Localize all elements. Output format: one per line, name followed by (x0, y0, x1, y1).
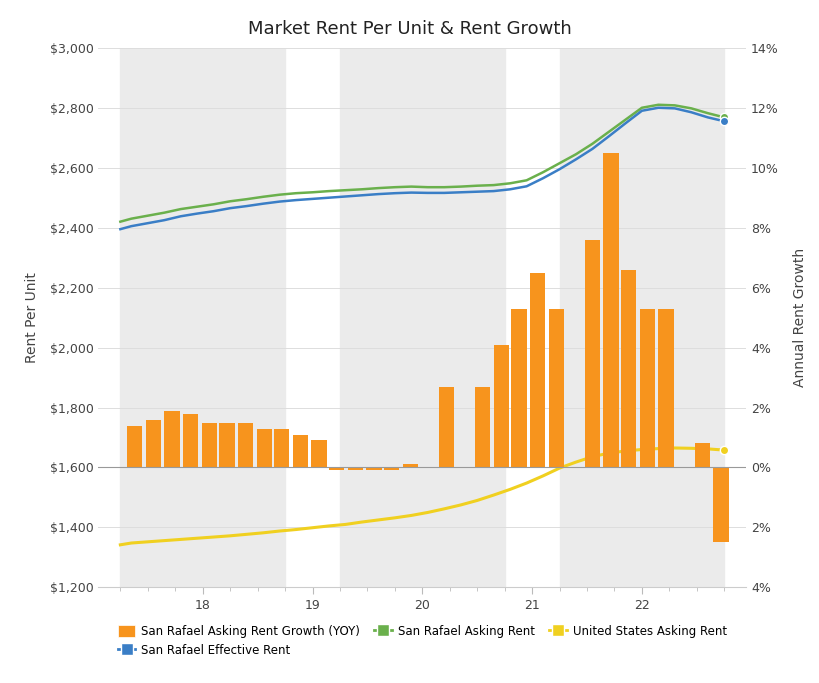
Bar (474, 387, 490, 467)
Bar (694, 443, 709, 467)
Bar (603, 153, 618, 467)
Bar (366, 467, 381, 471)
Bar (256, 428, 272, 467)
Bar (328, 467, 344, 471)
Bar (510, 309, 526, 467)
Bar (183, 413, 198, 467)
Bar (383, 467, 399, 471)
Y-axis label: Annual Rent Growth: Annual Rent Growth (792, 248, 806, 387)
Bar (402, 464, 418, 467)
Bar (347, 467, 363, 471)
Bar (438, 387, 454, 467)
Bar (658, 309, 673, 467)
Bar (146, 419, 161, 467)
Bar (559, 48, 723, 587)
Bar (238, 423, 253, 467)
Bar (639, 309, 654, 467)
Bar (311, 441, 327, 467)
Bar (493, 344, 509, 467)
Bar (274, 428, 289, 467)
Bar (219, 423, 234, 467)
Bar (584, 240, 600, 467)
Bar (292, 434, 308, 467)
Text: Market Rent Per Unit & Rent Growth: Market Rent Per Unit & Rent Growth (248, 20, 571, 38)
Bar (620, 270, 636, 467)
Bar (120, 48, 285, 587)
Bar (127, 426, 143, 467)
Bar (713, 467, 728, 542)
Bar (548, 309, 563, 467)
Bar (201, 423, 217, 467)
Bar (340, 48, 504, 587)
Y-axis label: Rent Per Unit: Rent Per Unit (25, 272, 38, 363)
Legend: San Rafael Asking Rent Growth (YOY), San Rafael Effective Rent, San Rafael Askin: San Rafael Asking Rent Growth (YOY), San… (118, 625, 726, 657)
Bar (164, 410, 179, 467)
Bar (529, 273, 545, 467)
